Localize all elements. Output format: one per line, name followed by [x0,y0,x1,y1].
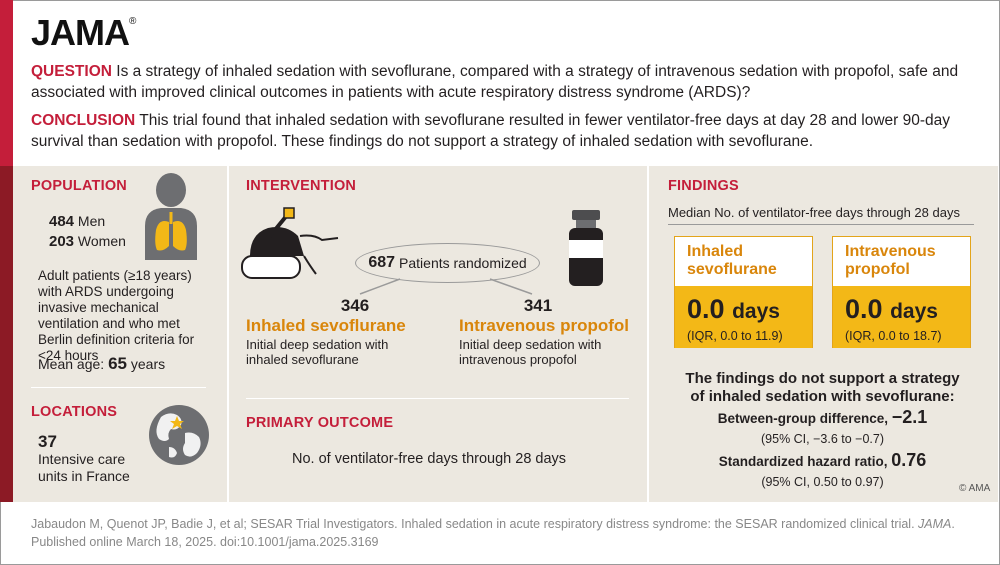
hazard-ratio-ci: (95% CI, 0.50 to 0.97) [761,475,884,489]
finding-box-sevoflurane-iqr: (IQR, 0.0 to 11.9) [687,329,783,343]
jama-logo: JAMA® [31,12,136,53]
findings-title: FINDINGS [668,178,739,194]
between-group-ci: (95% CI, −3.6 to −0.7) [761,432,884,446]
locations-title: LOCATIONS [31,404,118,420]
finding-box-propofol-value: 0.0 days [845,294,938,324]
findings-subtitle: Median No. of ventilator-free days throu… [668,205,960,220]
arm2-count: 341 [523,296,553,315]
accent-bar-middle [0,166,13,502]
citation: Jabaudon M, Quenot JP, Badie J, et al; S… [31,517,955,549]
randomization-connector [359,278,533,295]
conclusion-label: CONCLUSION [31,112,136,129]
inhalation-device-icon [241,207,339,279]
question-text: QUESTION Is a strategy of inhaled sedati… [31,63,959,101]
locations-count: 37 [38,432,57,451]
locations-description: Intensive care units in France [38,451,130,484]
question-label: QUESTION [31,63,112,80]
accent-bar-top [0,0,13,166]
population-description: Adult patients (≥18 years) with ARDS und… [38,268,195,363]
vial-icon [569,210,603,286]
primary-outcome-title: PRIMARY OUTCOME [246,415,394,431]
person-lungs-icon [145,173,197,260]
intervention-title: INTERVENTION [246,178,357,194]
finding-box-propofol-iqr: (IQR, 0.0 to 18.7) [845,329,942,343]
arm2-name: Intravenous propofol [459,316,629,335]
arm2-description: Initial deep sedation with intravenous p… [459,337,602,367]
findings-subtitle-rule [668,224,974,225]
finding-box-propofol-label: Intravenous propofol [845,243,936,278]
column-divider-2 [647,166,649,502]
arm1-count: 346 [340,296,370,315]
copyright-credit: © AMA [959,483,991,494]
column-divider-1 [227,166,229,502]
mean-age: Mean age: 65 years [38,354,166,373]
population-title: POPULATION [31,178,127,194]
finding-box-sevoflurane-label: Inhaled sevoflurane [687,243,777,278]
finding-box-propofol: Intravenous propofol 0.0 days (IQR, 0.0 … [832,236,971,348]
intervention-separator [246,398,629,399]
randomized-ellipse: 687 Patients randomized [355,243,540,283]
finding-box-sevoflurane-value: 0.0 days [687,294,780,324]
conclusion-text: CONCLUSION This trial found that inhaled… [31,112,950,150]
men-count: 484 Men [49,213,106,230]
primary-outcome-text: No. of ventilator-free days through 28 d… [292,451,567,467]
population-separator [31,387,206,388]
women-count: 203 Women [49,233,126,250]
arm1-name: Inhaled sevoflurane [246,316,406,335]
hazard-ratio: Standardized hazard ratio, 0.76 [718,450,927,470]
between-group-difference: Between-group difference, −2.1 [717,407,928,427]
globe-icon [149,405,209,465]
arm1-description: Initial deep sedation with inhaled sevof… [246,337,389,367]
findings-statement: The findings do not support a strategy o… [685,370,960,405]
finding-box-sevoflurane: Inhaled sevoflurane 0.0 days (IQR, 0.0 t… [674,236,813,348]
